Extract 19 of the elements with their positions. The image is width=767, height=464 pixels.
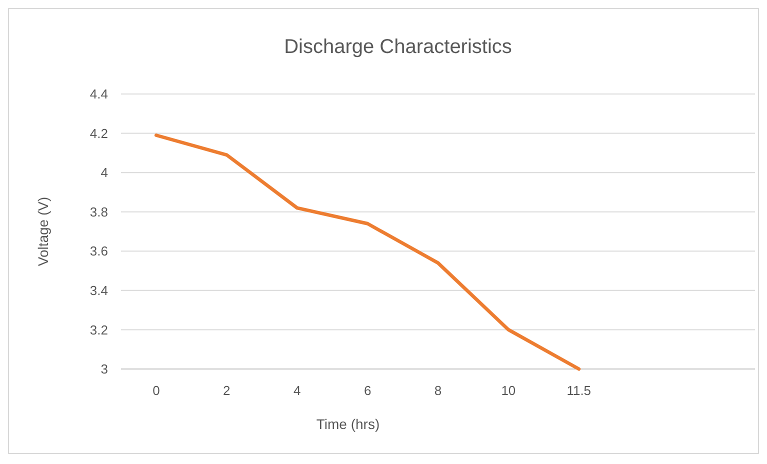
x-tick-label: 11.5 [566,383,592,398]
x-axis-title: Time (hrs) [316,416,380,432]
y-tick-label: 3.6 [90,244,108,259]
x-tick-label: 2 [223,383,230,398]
y-tick-label: 3.8 [90,204,108,220]
x-tick-label: 10 [501,383,516,398]
y-tick-label: 4.2 [90,126,108,141]
line-series [154,134,581,371]
y-tick-label: 4 [100,165,108,180]
x-tick-label: 4 [293,383,301,398]
y-tick-label: 4.4 [90,86,108,102]
y-tick-label: 3.2 [90,322,108,338]
y-tick-label: 3.4 [90,282,108,298]
x-tick-label: 8 [434,383,442,398]
y-axis-title: Voltage (V) [35,196,51,266]
x-tick-label: 0 [152,383,160,398]
x-tick-label: 6 [364,383,372,398]
y-tick-label: 3 [100,362,108,377]
chart-title: Discharge Characteristics [284,36,512,58]
